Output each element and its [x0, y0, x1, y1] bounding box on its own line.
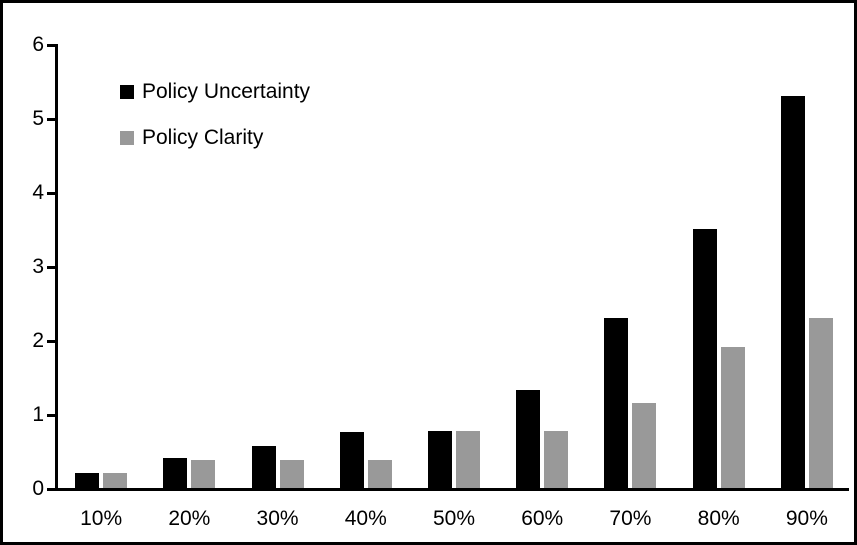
y-axis-line — [55, 44, 58, 491]
bar-policy-clarity-80 — [721, 347, 745, 488]
y-tick-5 — [47, 117, 57, 121]
y-tick-label-2: 2 — [32, 329, 44, 352]
bar-policy-uncertainty-30 — [252, 446, 276, 488]
bar-policy-clarity-40 — [368, 460, 392, 488]
legend-swatch-policy-uncertainty — [120, 85, 134, 99]
bar-policy-clarity-90 — [809, 318, 833, 488]
bar-policy-uncertainty-50 — [428, 431, 452, 488]
y-tick-label-0: 0 — [32, 477, 44, 500]
y-tick-label-1: 1 — [32, 403, 44, 426]
x-category-label-80: 80% — [697, 507, 740, 530]
legend-item-policy-clarity: Policy Clarity — [120, 124, 310, 152]
legend-label-policy-uncertainty: Policy Uncertainty — [142, 80, 311, 103]
bar-policy-uncertainty-10 — [75, 473, 99, 488]
x-category-label-90: 90% — [785, 507, 828, 530]
legend-label-policy-clarity: Policy Clarity — [142, 126, 264, 149]
x-category-label-70: 70% — [609, 507, 652, 530]
y-tick-label-6: 6 — [32, 33, 44, 56]
bar-policy-uncertainty-60 — [516, 390, 540, 488]
y-tick-4 — [47, 191, 57, 195]
legend-item-policy-uncertainty: Policy Uncertainty — [120, 78, 310, 106]
bar-policy-clarity-60 — [544, 431, 568, 488]
bar-policy-clarity-20 — [191, 460, 215, 488]
bar-policy-uncertainty-70 — [604, 318, 628, 488]
bar-policy-clarity-70 — [632, 403, 656, 488]
bar-policy-uncertainty-40 — [340, 432, 364, 488]
x-category-label-60: 60% — [521, 507, 564, 530]
x-category-label-10: 10% — [80, 507, 123, 530]
x-category-label-20: 20% — [168, 507, 211, 530]
legend-swatch-policy-clarity — [120, 131, 134, 145]
y-tick-label-4: 4 — [32, 181, 44, 204]
x-category-label-50: 50% — [432, 507, 476, 530]
y-tick-2 — [47, 339, 57, 343]
x-category-label-30: 30% — [256, 507, 299, 530]
x-axis-line — [55, 488, 849, 491]
x-category-label-40: 40% — [344, 507, 387, 530]
bar-policy-uncertainty-80 — [693, 229, 717, 488]
y-tick-1 — [47, 413, 57, 417]
bar-policy-clarity-30 — [280, 460, 304, 488]
y-tick-label-5: 5 — [32, 107, 44, 130]
y-tick-6 — [47, 43, 57, 47]
chart-legend: Policy Uncertainty Policy Clarity — [120, 78, 310, 170]
bar-policy-clarity-10 — [103, 473, 127, 488]
bar-policy-uncertainty-90 — [781, 96, 805, 488]
bar-policy-uncertainty-20 — [163, 458, 187, 488]
y-tick-label-3: 3 — [32, 255, 44, 278]
y-tick-3 — [47, 265, 57, 269]
bar-policy-clarity-50 — [456, 431, 480, 488]
y-tick-0 — [47, 487, 57, 491]
